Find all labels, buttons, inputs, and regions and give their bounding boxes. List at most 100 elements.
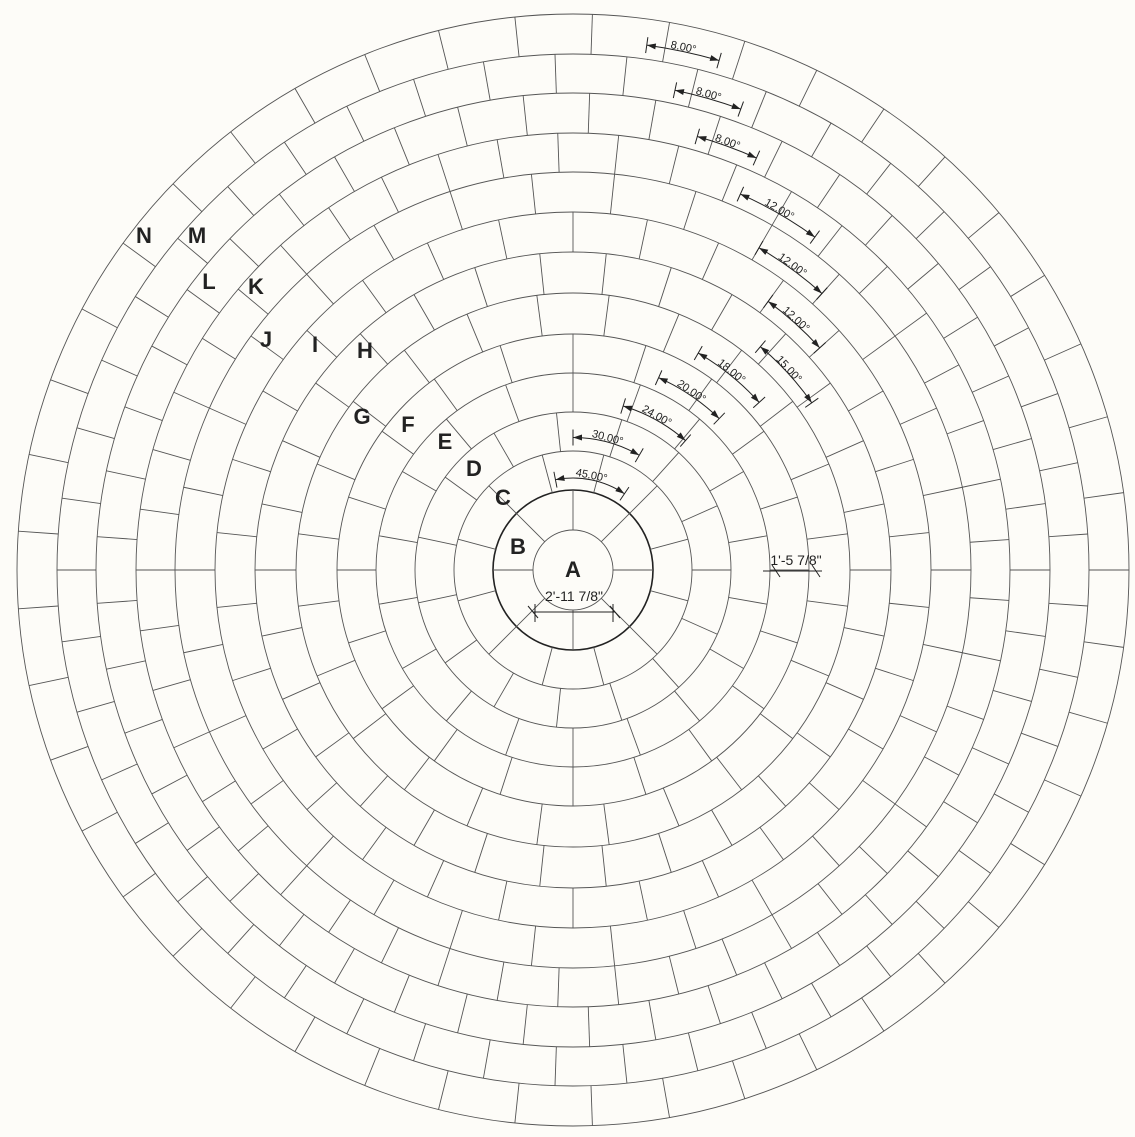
paver-joint bbox=[674, 690, 700, 722]
paver-joint bbox=[668, 145, 680, 184]
paver-joint bbox=[992, 438, 1032, 450]
paver-joint bbox=[858, 266, 888, 294]
dimension-arrow bbox=[573, 434, 582, 441]
paver-joint bbox=[294, 88, 316, 124]
paver-joint bbox=[658, 267, 672, 307]
paver-joint bbox=[541, 454, 553, 493]
paver-joint bbox=[946, 420, 984, 435]
paver-joint bbox=[557, 967, 560, 1007]
paver-joint bbox=[866, 163, 892, 195]
paver-joint bbox=[861, 108, 885, 143]
paver-joint bbox=[865, 894, 893, 925]
paver-joint bbox=[626, 718, 641, 756]
paver-joint bbox=[393, 127, 410, 165]
paver-joint bbox=[889, 602, 930, 608]
paver-joint bbox=[516, 597, 546, 627]
paver-joint bbox=[1044, 343, 1082, 361]
dimension-arrow bbox=[697, 136, 707, 142]
paver-joint bbox=[758, 333, 787, 365]
paver-joint bbox=[522, 95, 528, 136]
paver-joint bbox=[590, 14, 593, 55]
paver-joint bbox=[284, 965, 307, 999]
paver-joint bbox=[688, 378, 713, 411]
segment-angle-label: 12.00° bbox=[776, 251, 809, 279]
segment-angle-label: 20.00° bbox=[675, 378, 708, 406]
paver-joint bbox=[522, 1004, 528, 1045]
paver-joint bbox=[809, 782, 840, 810]
dimension-arrow bbox=[555, 475, 565, 481]
paver-joint bbox=[899, 407, 937, 425]
paver-joint bbox=[924, 756, 960, 776]
paver-joint bbox=[992, 690, 1032, 702]
paver-joint bbox=[707, 985, 721, 1024]
paver-joint bbox=[262, 728, 298, 750]
paver-joint bbox=[969, 597, 1009, 601]
paver-joint bbox=[603, 803, 610, 845]
paver-joint bbox=[969, 539, 1009, 543]
paver-joint bbox=[760, 496, 798, 510]
paver-joint bbox=[923, 486, 963, 497]
paver-joint bbox=[593, 454, 605, 493]
paver-joint bbox=[514, 1083, 520, 1123]
paver-joint bbox=[668, 956, 680, 995]
paver-joint bbox=[488, 485, 517, 514]
dimension-arrow bbox=[674, 89, 685, 96]
paver-joint bbox=[457, 993, 468, 1033]
paver-joint bbox=[875, 667, 914, 682]
segment-angle-label: 8.00° bbox=[694, 85, 722, 104]
paver-joint bbox=[609, 925, 616, 966]
paver-joint bbox=[601, 845, 607, 887]
paver-joint bbox=[530, 174, 537, 215]
dimension-tick bbox=[716, 52, 722, 69]
paver-joint bbox=[759, 713, 794, 739]
dimension-arrow bbox=[698, 353, 708, 361]
paver-joint bbox=[899, 715, 937, 733]
paver-joint bbox=[798, 70, 818, 107]
paver-joint bbox=[186, 826, 220, 851]
paver-joint bbox=[1010, 843, 1045, 866]
paver-joint bbox=[359, 775, 388, 807]
paver-joint bbox=[790, 659, 830, 677]
center-diameter-label: 2'-11 7/8" bbox=[545, 588, 603, 604]
ring-label-h: H bbox=[357, 338, 373, 363]
paver-joints bbox=[18, 14, 1129, 1126]
paver-joint bbox=[172, 183, 203, 212]
paver-joint bbox=[536, 803, 543, 845]
paver-joint bbox=[681, 505, 718, 523]
paver-joint bbox=[433, 729, 458, 762]
paver-joint bbox=[81, 308, 118, 329]
paver-joint bbox=[811, 982, 832, 1018]
paver-joint bbox=[306, 273, 334, 305]
dimension-tick bbox=[737, 101, 744, 117]
dimension-tick bbox=[645, 37, 649, 54]
paver-joint bbox=[915, 901, 945, 929]
paver-joint bbox=[18, 605, 59, 610]
dimension-arrow bbox=[805, 229, 815, 238]
ring-label-e: E bbox=[438, 429, 453, 454]
dimension-tick bbox=[813, 342, 827, 354]
paver-joint bbox=[446, 418, 472, 450]
ring-label-n: N bbox=[136, 223, 152, 248]
dimension-arrow bbox=[731, 103, 741, 110]
paver-joint bbox=[790, 463, 830, 481]
paver-joint bbox=[889, 532, 930, 538]
paver-joint bbox=[530, 925, 537, 966]
paver-joint bbox=[444, 639, 477, 664]
paver-joint bbox=[498, 219, 508, 260]
dimension-arrow bbox=[760, 346, 770, 355]
ring-width-dimension: 1'-5 7/8" bbox=[763, 552, 822, 578]
paver-joint bbox=[316, 463, 356, 481]
paver-joint bbox=[488, 626, 517, 655]
dimension-tick bbox=[672, 82, 678, 99]
paver-joint bbox=[18, 530, 59, 535]
paver-joint bbox=[97, 536, 138, 540]
paver-joint bbox=[648, 1000, 657, 1040]
paver-joint bbox=[1005, 503, 1046, 510]
paver-joint bbox=[848, 728, 884, 750]
paver-joint bbox=[328, 207, 351, 241]
paver-joint bbox=[364, 54, 381, 92]
dimension-arrow bbox=[759, 247, 769, 255]
paver-joint bbox=[590, 1085, 593, 1126]
paver-joint bbox=[732, 685, 765, 710]
paver-joint bbox=[1048, 533, 1088, 538]
